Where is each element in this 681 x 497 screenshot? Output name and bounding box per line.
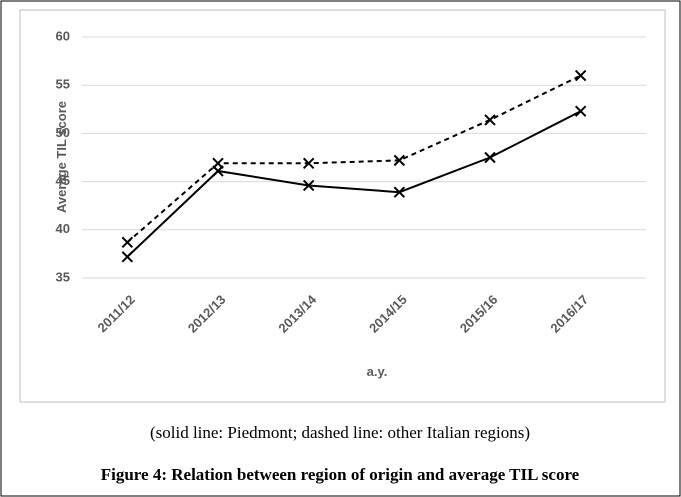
x-tick-label: 2011/12 [95,292,138,335]
marker [302,179,315,192]
x-axis-title: a.y. [367,364,388,379]
marker [212,157,224,169]
y-tick-label: 35 [56,269,70,284]
x-tick-label: 2014/15 [366,292,410,336]
marker [121,236,134,249]
x-tick-label: 2015/16 [457,292,501,336]
y-tick-label: 60 [56,28,70,43]
marker [574,69,587,82]
series-line [126,110,582,258]
y-tick-label: 45 [56,173,70,188]
y-tick-label: 55 [56,77,70,92]
chart-border [19,9,666,403]
marker [121,251,134,263]
marker [393,186,406,198]
x-tick-label: 2012/13 [185,292,229,336]
caption: Figure 4: Relation between region of ori… [101,465,580,484]
marker [393,154,406,167]
marker [484,151,496,164]
marker [484,114,496,126]
x-tick-label: 2016/17 [547,292,591,336]
x-tick-label: 2013/14 [275,291,319,335]
y-tick-label: 40 [56,221,70,236]
y-tick-label: 50 [56,125,70,140]
marker [574,105,587,117]
y-axis-title: Average TIL score [54,101,69,213]
note: (solid line: Piedmont; dashed line: othe… [150,423,530,442]
series-line [126,74,582,244]
marker [302,157,315,169]
